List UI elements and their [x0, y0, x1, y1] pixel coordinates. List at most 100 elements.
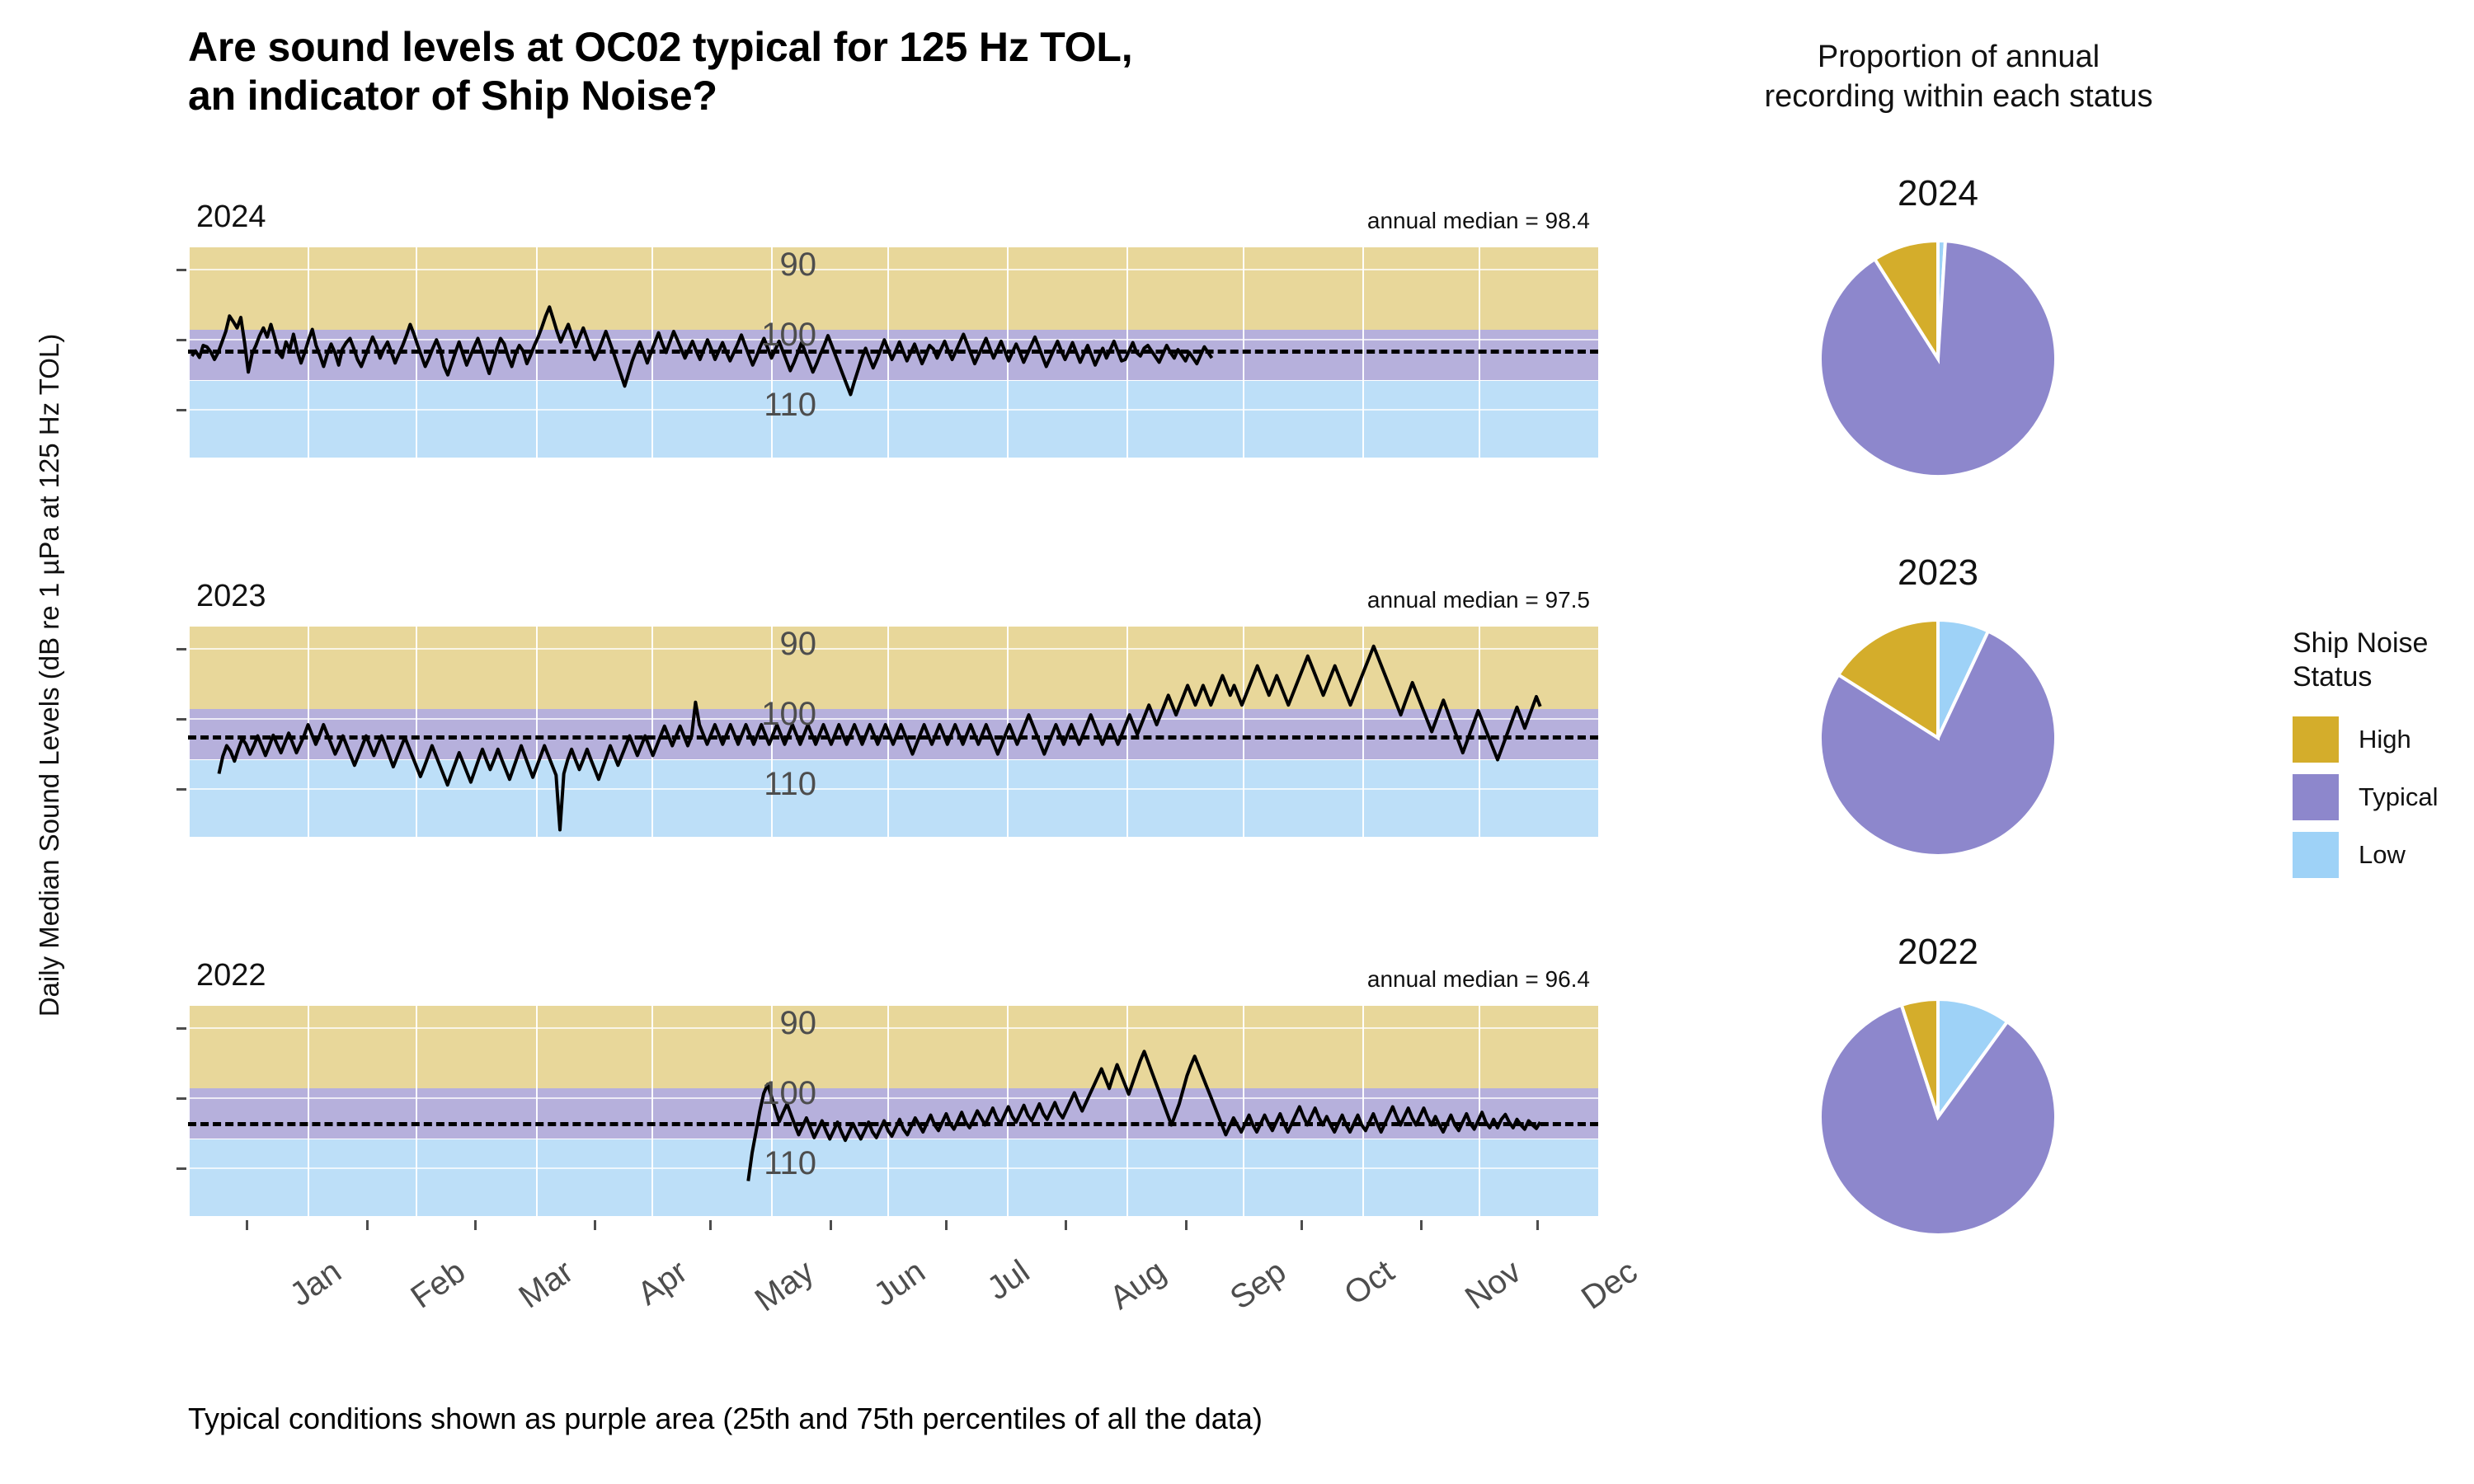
panel-year-label: 2024 [196, 200, 266, 234]
text-line-1: an indicator of Ship Noise? [188, 73, 717, 119]
series-line-2024 [190, 305, 1214, 397]
text-line-0: Are sound levels at OC02 typical for 125… [188, 24, 1133, 70]
text-line-0: Proportion of annual [1817, 40, 2100, 74]
pie-slice-low [1936, 997, 2010, 1123]
x-tick-jun: Jun [867, 1253, 932, 1314]
legend-item-low[interactable]: Low [2293, 831, 2474, 878]
gridline-h-110 [188, 647, 1598, 650]
gridline-v-1 [308, 1006, 310, 1216]
y-tickmark-100 [176, 1097, 186, 1100]
gridline-v-5 [771, 1006, 774, 1216]
panel-2024 [188, 247, 1598, 458]
panel-year-label: 2022 [196, 958, 266, 993]
gridline-h-100 [188, 338, 1598, 340]
gridline-v-9 [1242, 1006, 1244, 1216]
panel-year-label: 2023 [196, 579, 266, 613]
x-tickmark-oct [1300, 1220, 1304, 1230]
x-tick-mar: Mar [512, 1253, 580, 1316]
gridline-v-6 [887, 1006, 889, 1216]
footer-caption: Typical conditions shown as purple area … [188, 1402, 1263, 1435]
pie-slice-typical [1818, 1003, 2058, 1237]
x-tickmark-sep [1184, 1220, 1188, 1230]
x-tick-nov: Nov [1459, 1253, 1528, 1317]
gridline-h-110 [188, 268, 1598, 270]
y-tickmark-110 [176, 268, 186, 271]
annual-median-annotation: annual median = 97.5 [1366, 587, 1590, 613]
legend-item-typical[interactable]: Typical [2293, 773, 2474, 820]
gridline-h-90 [188, 787, 1598, 790]
x-tick-jan: Jan [283, 1253, 349, 1314]
gridline-v-9 [1242, 627, 1244, 837]
gridline-h-100 [188, 717, 1598, 720]
pie-slice-high [1872, 238, 1940, 364]
series-line-2022 [746, 1050, 1542, 1181]
pie-slice-high [1899, 997, 1940, 1118]
annual-median-line [188, 350, 1598, 355]
pie-chart-2023 [1818, 618, 2058, 857]
annual-median-line [188, 735, 1598, 740]
pie-slice-high [1836, 618, 1940, 741]
gridline-v-4 [651, 1006, 654, 1216]
gridline-h-110 [188, 1026, 1598, 1029]
x-tick-sep: Sep [1223, 1253, 1293, 1317]
gridline-v-11 [1478, 1006, 1480, 1216]
panel-2022 [188, 1006, 1598, 1216]
pie-year-title-2024: 2024 [1898, 173, 1978, 214]
y-tick-110: 90 [779, 625, 817, 662]
gridline-v-10 [1362, 627, 1365, 837]
y-tickmark-90 [176, 408, 186, 411]
gridline-h-90 [188, 408, 1598, 411]
gridline-v-0 [188, 627, 190, 837]
legend-swatch-high [2293, 716, 2339, 763]
y-tick-90: 110 [764, 765, 816, 802]
y-tick-110: 90 [779, 1004, 817, 1041]
legend-label-high: High [2359, 724, 2411, 754]
legend-title: Ship Noise Status [2293, 627, 2474, 695]
gridline-v-2 [416, 1006, 418, 1216]
y-tickmark-90 [176, 787, 186, 791]
gridline-v-2 [416, 627, 418, 837]
x-tick-jul: Jul [981, 1253, 1037, 1308]
legend-item-high[interactable]: High [2293, 716, 2474, 763]
annual-median-line [188, 1122, 1598, 1127]
annual-median-annotation: annual median = 98.4 [1366, 208, 1590, 233]
legend-label-low: Low [2359, 839, 2406, 869]
gridline-v-11 [1478, 627, 1480, 837]
text-line-0: Ship Noise [2293, 627, 2429, 659]
pie-chart-2022 [1818, 997, 2058, 1237]
gridline-h-90 [188, 1167, 1598, 1169]
x-tickmark-dec [1536, 1220, 1540, 1230]
gridline-v-8 [1126, 1006, 1129, 1216]
gridline-v-4 [651, 627, 654, 837]
y-tickmark-110 [176, 647, 186, 650]
pie-chart-2024 [1818, 238, 2058, 478]
y-tick-110: 90 [779, 246, 817, 283]
legend-label-typical: Typical [2359, 782, 2439, 811]
y-axis-label: Daily Median Sound Levels (dB re 1 µPa a… [34, 333, 64, 1017]
y-tickmark-110 [176, 1026, 186, 1030]
y-tick-100: 100 [761, 695, 816, 732]
x-tick-oct: Oct [1338, 1253, 1401, 1313]
page-title: Are sound levels at OC02 typical for 125… [188, 23, 1755, 120]
x-tickmark-aug [1065, 1220, 1068, 1230]
x-tickmark-jul [945, 1220, 948, 1230]
text-line-1: recording within each status [1764, 78, 2153, 114]
x-tickmark-apr [593, 1220, 596, 1230]
annual-median-annotation: annual median = 96.4 [1366, 966, 1590, 992]
y-tickmark-100 [176, 338, 186, 341]
pie-section-header: Proportion of annual recording within eac… [1691, 38, 2227, 116]
y-tick-90: 110 [764, 386, 816, 423]
y-tick-90: 110 [764, 1144, 816, 1181]
gridline-v-0 [188, 1006, 190, 1216]
legend-swatch-low [2293, 831, 2339, 878]
gridline-v-3 [535, 627, 538, 837]
pie-year-title-2023: 2023 [1898, 552, 1978, 593]
gridline-v-10 [1362, 1006, 1365, 1216]
y-tickmark-100 [176, 717, 186, 721]
x-tick-apr: Apr [631, 1253, 694, 1313]
x-tickmark-jun [829, 1220, 832, 1230]
x-tickmark-may [709, 1220, 713, 1230]
gridline-v-5 [771, 627, 774, 837]
x-tick-feb: Feb [403, 1253, 472, 1316]
gridline-v-3 [535, 1006, 538, 1216]
